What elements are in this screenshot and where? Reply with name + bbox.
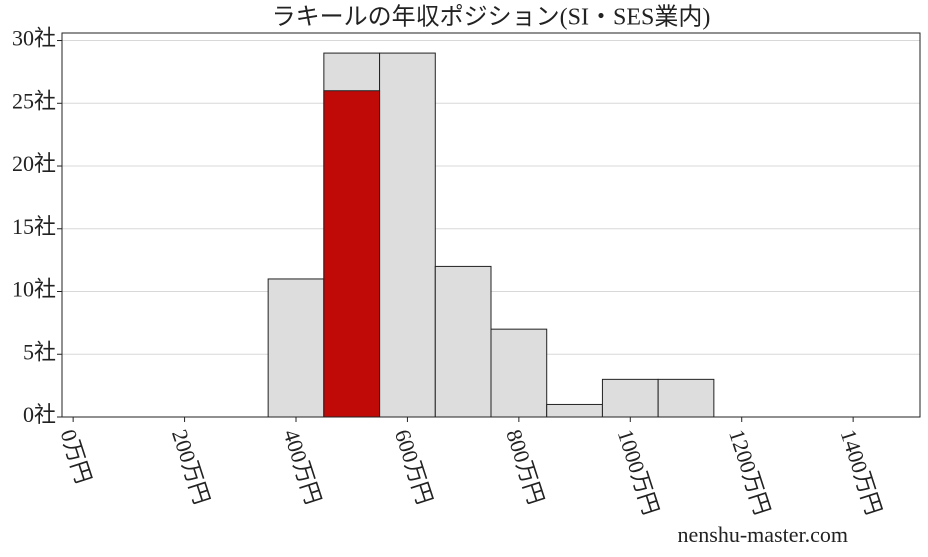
chart-title: ラキールの年収ポジション(SI・SES業内): [272, 4, 711, 31]
x-tick-label: 600万円: [390, 426, 438, 507]
bar: [379, 52, 436, 418]
x-tick-label: 0万円: [56, 426, 97, 486]
plot-frame: [61, 32, 921, 418]
bar: [601, 378, 659, 418]
y-tick-label: 0社: [23, 402, 56, 427]
x-tick-label: 1200万円: [724, 426, 775, 517]
x-tick-label: 400万円: [278, 426, 326, 507]
x-tick-label: 200万円: [167, 426, 215, 507]
bar: [490, 328, 548, 418]
y-tick-label: 25社: [12, 88, 56, 113]
x-tick-label: 1000万円: [613, 426, 664, 517]
x-tick-label: 1400万円: [836, 426, 887, 517]
bar: [267, 278, 325, 418]
bar: [434, 265, 492, 418]
bar: [657, 378, 715, 418]
bar: [546, 403, 603, 418]
bar: [323, 90, 381, 418]
y-tick-label: 10社: [12, 277, 56, 302]
y-tick-label: 30社: [12, 26, 56, 51]
y-tick-label: 15社: [12, 214, 56, 239]
y-tick-label: 20社: [12, 151, 56, 176]
x-tick-label: 800万円: [501, 426, 549, 507]
watermark: nenshu-master.com: [678, 522, 848, 547]
y-tick-label: 5社: [23, 339, 56, 364]
